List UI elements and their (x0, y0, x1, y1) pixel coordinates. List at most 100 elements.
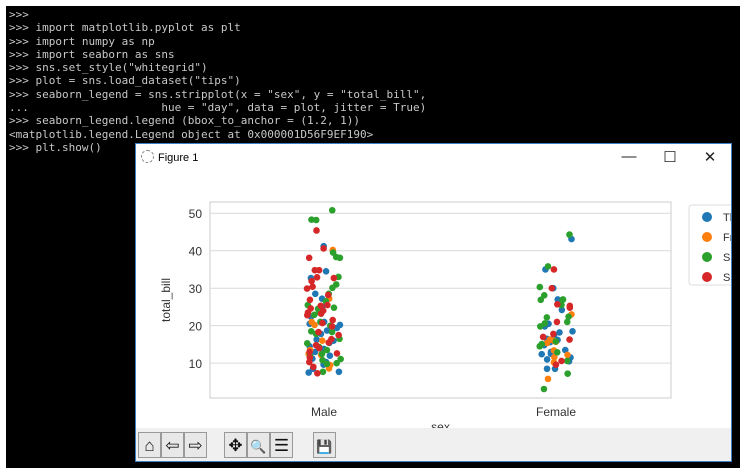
data-point-sun (553, 318, 561, 326)
data-point-sat (319, 356, 326, 364)
data-point-sun (558, 357, 565, 365)
home-button[interactable]: ⌂ (138, 432, 161, 458)
maximize-button[interactable]: ☐ (663, 149, 677, 166)
y-tick-label: 10 (189, 357, 203, 371)
back-button[interactable]: ⇦ (161, 432, 184, 458)
pan-button[interactable]: ✥ (224, 432, 247, 458)
data-point-sun (566, 302, 574, 310)
data-point-sun (319, 319, 326, 327)
terminal-line: >>> plt.show() (9, 140, 102, 154)
data-point-sat (536, 342, 544, 350)
data-point-sun (328, 323, 336, 330)
data-point-sun (330, 274, 338, 282)
close-button[interactable]: ✕ (703, 149, 717, 166)
data-point-sun (304, 309, 312, 316)
data-point-sun (313, 274, 321, 281)
y-tick-label: 30 (189, 282, 203, 296)
data-point-sun (309, 283, 316, 290)
data-point-sat (565, 313, 572, 320)
data-point-sun (554, 301, 561, 308)
data-point-sun (317, 310, 325, 317)
data-point-sat (564, 370, 571, 377)
configure-button[interactable]: ☰ (270, 432, 293, 458)
data-point-sat (323, 360, 331, 368)
data-point-sat (328, 206, 336, 214)
terminal-line: >>> plot = sns.load_dataset("tips") (9, 74, 241, 88)
data-point-sun (324, 291, 332, 299)
minimize-button[interactable]: — (621, 148, 637, 165)
terminal-line: >>> (9, 8, 29, 21)
y-tick-label: 20 (189, 320, 203, 334)
save-icon: 💾 (316, 439, 333, 454)
data-point-sun (550, 266, 558, 273)
legend-marker (702, 212, 712, 222)
data-point-sat (329, 284, 336, 292)
title-bar[interactable]: Figure 1 — ☐ ✕ (136, 144, 731, 172)
pan-icon: ✥ (228, 436, 243, 455)
legend-label: Sat (723, 252, 732, 264)
data-point-sat (307, 327, 315, 335)
data-point-fri (564, 351, 571, 359)
data-point-sun (550, 330, 557, 338)
data-point-sun (305, 254, 313, 262)
data-point-sat (540, 385, 548, 393)
terminal-line: >>> sns.set_style("whitegrid") (9, 61, 208, 75)
data-point-sat (559, 296, 567, 304)
data-point-thur (311, 290, 319, 298)
data-point-sat (336, 254, 344, 262)
data-point-sat (540, 292, 548, 299)
terminal-line: >>> import matplotlib.pyplot as plt (9, 21, 241, 35)
data-point-sun (310, 363, 317, 371)
data-point-sat (544, 263, 552, 270)
forward-button[interactable]: ⇨ (184, 432, 207, 458)
data-point-thur (336, 321, 344, 329)
data-point-sun (325, 339, 333, 346)
data-point-thur (538, 350, 546, 358)
data-point-thur (323, 327, 331, 334)
data-point-thur (554, 296, 562, 303)
data-point-sun (314, 369, 321, 377)
data-point-sat (537, 296, 545, 304)
data-point-sun (306, 358, 313, 366)
window-title: Figure 1 (158, 152, 199, 164)
data-point-sat (330, 304, 338, 311)
data-point-sun (313, 227, 320, 234)
data-point-sun (315, 328, 322, 336)
data-point-sun (324, 301, 331, 309)
zoom-icon: 🔍 (250, 439, 267, 454)
data-point-sun (308, 277, 315, 285)
data-point-sat (553, 348, 561, 356)
data-point-fri (311, 321, 318, 329)
data-point-sat (563, 318, 571, 326)
forward-icon: ⇨ (188, 436, 203, 455)
data-point-sun (539, 333, 547, 341)
data-point-thur (313, 336, 320, 343)
data-point-thur (322, 268, 330, 275)
save-button[interactable]: 💾 (313, 432, 336, 458)
data-point-sun (552, 361, 560, 368)
data-point-sun (335, 331, 342, 339)
data-point-thur (305, 369, 313, 376)
legend-marker (702, 252, 712, 262)
navigation-toolbar: ⌂ ⇦ ⇨ ✥ 🔍 ☰ 💾 (136, 428, 731, 461)
legend-label: Fri (723, 232, 732, 244)
data-point-sun (306, 296, 314, 304)
x-axis-label: sex (431, 420, 450, 428)
matplotlib-logo-icon (141, 150, 154, 163)
zoom-button[interactable]: 🔍 (247, 432, 270, 458)
home-icon: ⌂ (144, 436, 155, 455)
data-point-sat (303, 339, 311, 347)
data-point-sun (329, 316, 337, 324)
x-tick-label: Female (536, 405, 576, 419)
data-point-sun (315, 344, 323, 352)
strip-plot: 10 20 30 40 50 Male Female sex total_bill Thur Fri… (159, 201, 732, 428)
data-point-sat (312, 216, 320, 224)
data-point-thur (556, 329, 563, 336)
data-point-sun (303, 285, 311, 292)
data-point-thur (569, 327, 576, 335)
data-point-sun (317, 302, 325, 310)
data-point-sat (308, 216, 315, 223)
y-axis-label: total_bill (159, 278, 173, 322)
data-point-sat (536, 323, 544, 330)
legend (688, 204, 731, 286)
